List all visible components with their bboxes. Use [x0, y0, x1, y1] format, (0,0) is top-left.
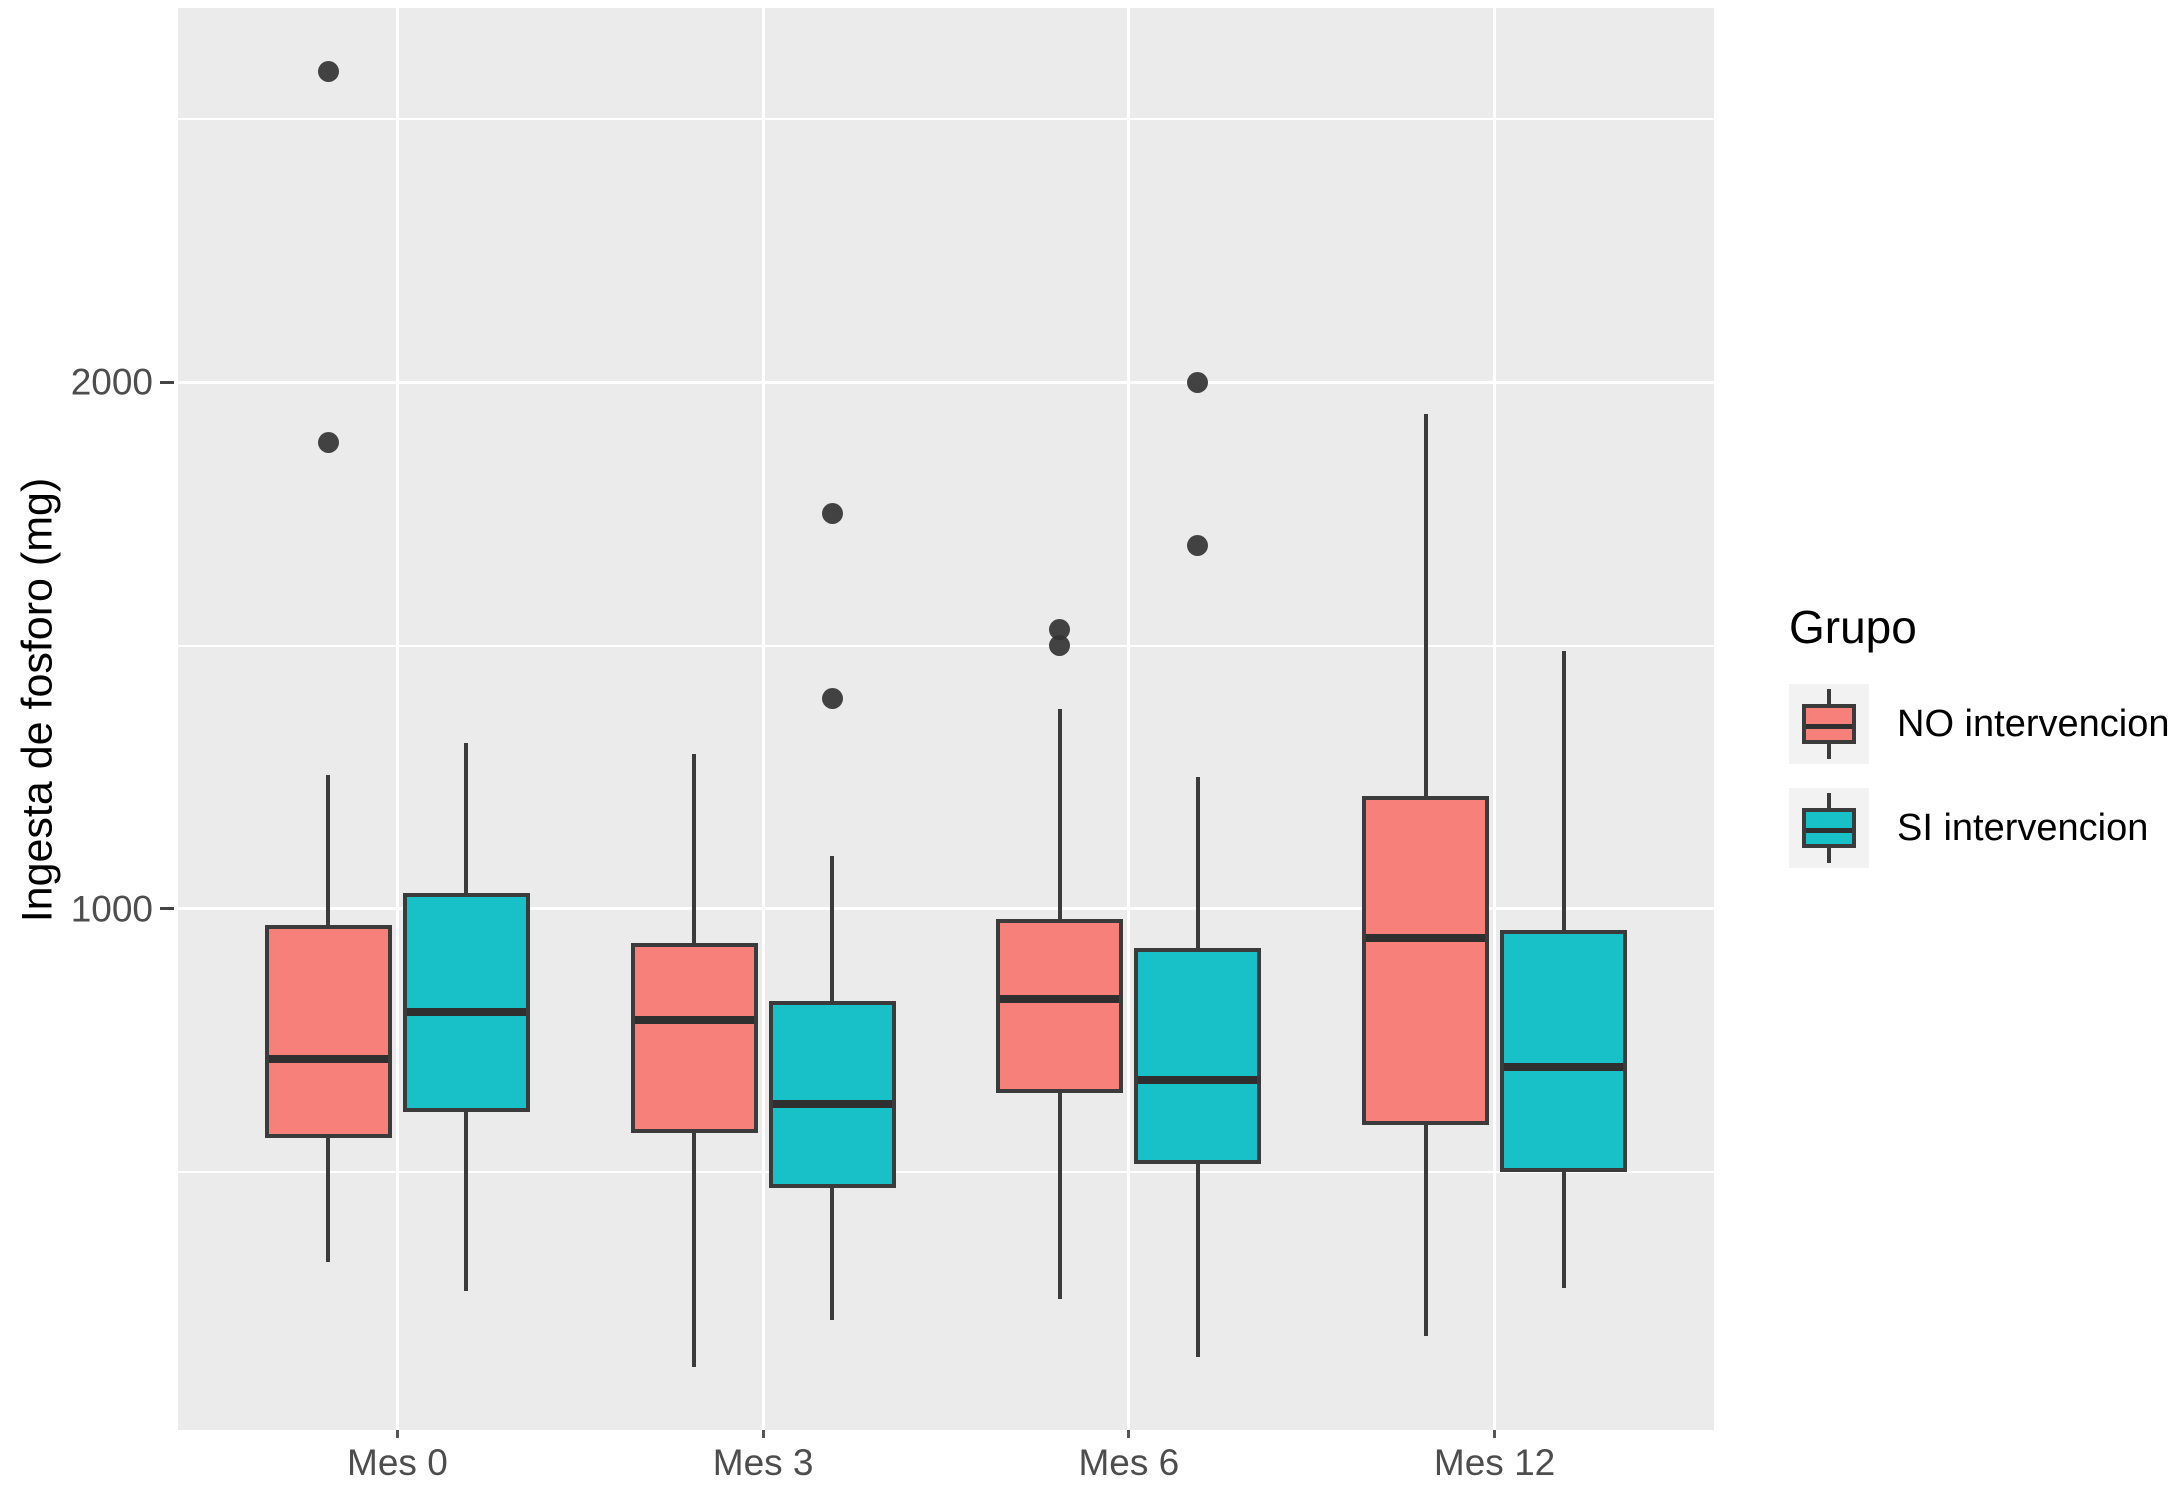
outlier-point — [1187, 371, 1209, 393]
boxplot-median — [772, 1099, 892, 1108]
x-tick-label: Mes 6 — [1078, 1442, 1180, 1483]
x-major-gridline — [1127, 8, 1131, 1430]
x-axis-tick — [1493, 1430, 1497, 1438]
outlier-point — [821, 503, 843, 525]
outlier-point — [1187, 534, 1209, 556]
y-axis-tick — [160, 380, 174, 384]
legend-item: SI intervencion — [1789, 788, 2169, 868]
legend: Grupo NO intervencion SI intervencion — [1789, 600, 2169, 892]
x-axis-tick — [395, 1430, 399, 1438]
boxplot-box — [264, 924, 392, 1139]
minor-gridline — [178, 644, 1714, 647]
y-tick-label: 2000 — [70, 361, 153, 403]
legend-title: Grupo — [1789, 601, 1917, 653]
y-tick-label: 1000 — [70, 888, 153, 930]
legend-key-boxplot-glyph — [1789, 684, 1869, 764]
major-gridline — [178, 907, 1714, 911]
legend-label: NO intervencion — [1897, 702, 2170, 745]
legend-box-glyph — [1802, 808, 1856, 848]
boxplot-box — [1500, 930, 1628, 1173]
y-axis-tick — [160, 907, 174, 911]
boxplot-box — [630, 943, 758, 1133]
legend-item: NO intervencion — [1789, 684, 2169, 764]
boxplot-box — [1362, 795, 1490, 1125]
y-axis-title: Ingesta de fosforo (mg) — [13, 477, 62, 923]
legend-box-glyph — [1802, 704, 1856, 744]
legend-median-glyph — [1806, 828, 1852, 833]
boxplot-median — [1138, 1076, 1258, 1085]
x-tick-label: Mes 0 — [347, 1442, 448, 1483]
x-major-gridline — [395, 8, 399, 1430]
outlier-point — [1049, 619, 1071, 641]
boxplot-box — [768, 1001, 896, 1189]
legend-label: SI intervencion — [1897, 806, 2149, 849]
x-major-gridline — [1493, 8, 1497, 1430]
outlier-point — [317, 60, 339, 82]
legend-median-glyph — [1806, 724, 1852, 729]
minor-gridline — [178, 1171, 1714, 1174]
outlier-point — [821, 687, 843, 709]
x-major-gridline — [761, 8, 765, 1430]
x-tick-label: Mes 12 — [1433, 1442, 1556, 1483]
boxplot-box — [1134, 948, 1262, 1165]
major-gridline — [178, 380, 1714, 384]
boxplot-median — [1000, 994, 1120, 1003]
minor-gridline — [178, 117, 1714, 120]
boxplot-median — [406, 1007, 526, 1016]
x-tick-label: Mes 3 — [712, 1442, 814, 1483]
x-axis-tick — [1127, 1430, 1131, 1438]
legend-key-boxplot-glyph — [1789, 788, 1869, 868]
boxplot-median — [1366, 933, 1486, 942]
outlier-point — [1049, 635, 1071, 656]
boxplot-median — [1504, 1062, 1624, 1071]
boxplot-median — [268, 1055, 388, 1064]
plot-panel — [178, 8, 1714, 1430]
outlier-point — [317, 432, 339, 454]
boxplot-box — [996, 919, 1124, 1094]
boxplot-median — [634, 1015, 754, 1024]
x-axis-tick — [761, 1430, 765, 1438]
boxplot-box — [402, 893, 530, 1112]
